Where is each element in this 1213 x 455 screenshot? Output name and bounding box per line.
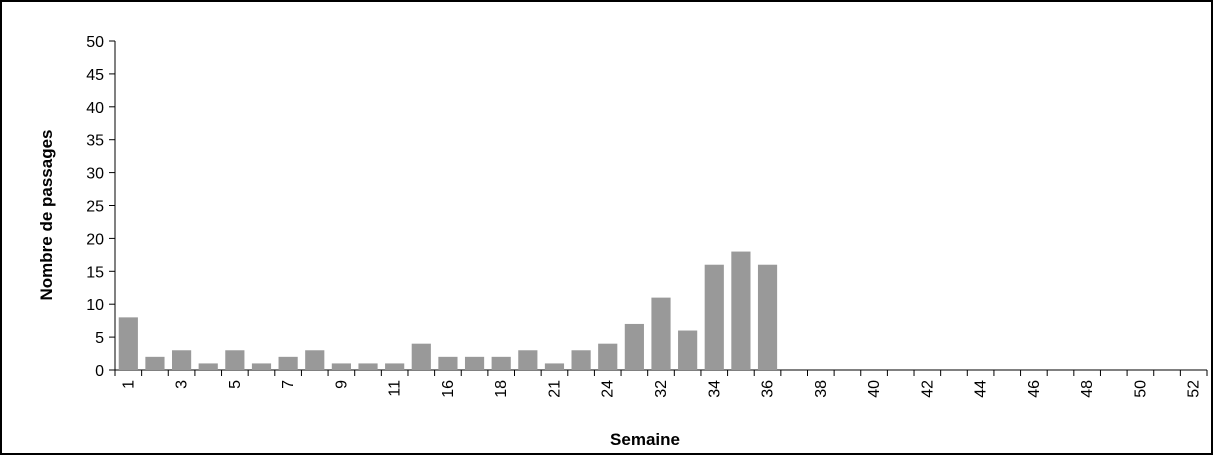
bar — [598, 343, 618, 370]
bar — [491, 356, 511, 370]
x-tick-label: 18 — [493, 380, 510, 398]
x-tick-label: 48 — [1079, 380, 1096, 398]
x-tick-label: 32 — [653, 380, 670, 398]
x-tick-label: 16 — [440, 380, 457, 398]
bar — [464, 356, 485, 370]
bar — [757, 264, 778, 370]
y-tick-label: 0 — [95, 363, 104, 380]
y-tick-label: 40 — [86, 100, 104, 117]
y-tick-label: 45 — [86, 67, 104, 84]
y-tick-label: 20 — [86, 231, 104, 248]
bar — [438, 356, 458, 370]
y-tick-label: 50 — [86, 34, 104, 51]
bar — [118, 317, 138, 370]
y-tick-label: 25 — [86, 199, 104, 216]
x-tick-label: 24 — [600, 380, 617, 398]
x-tick-label: 40 — [866, 380, 883, 398]
bar — [251, 363, 272, 370]
x-tick-label: 3 — [174, 380, 191, 389]
x-tick-label: 46 — [1026, 380, 1043, 398]
x-tick-label: 9 — [333, 380, 350, 389]
x-tick-label: 7 — [280, 380, 297, 389]
x-tick-label: 52 — [1186, 380, 1203, 398]
y-axis-title: Nombre de passages — [37, 129, 56, 300]
bar — [385, 363, 405, 370]
bar — [518, 350, 538, 370]
x-tick-label: 50 — [1132, 380, 1149, 398]
bar — [171, 350, 192, 370]
bar — [731, 251, 751, 370]
bar — [678, 330, 698, 370]
bar — [358, 363, 378, 370]
bar — [331, 363, 351, 370]
bar — [305, 350, 325, 370]
bar — [544, 363, 565, 370]
bar — [651, 297, 671, 370]
bar — [704, 264, 724, 370]
x-tick-label: 21 — [546, 380, 563, 398]
x-tick-label: 34 — [706, 380, 723, 398]
bars — [118, 251, 778, 370]
bar — [225, 350, 245, 370]
bar — [198, 363, 218, 370]
y-tick-label: 35 — [86, 133, 104, 150]
y-tick-label: 15 — [86, 264, 104, 281]
y-axis: 0 5 10 15 20 25 30 35 40 45 50 — [86, 34, 116, 380]
x-tick-label: 11 — [387, 380, 404, 397]
bar — [624, 323, 644, 370]
y-tick-label: 30 — [86, 166, 104, 183]
x-tick-label: 36 — [760, 380, 777, 398]
x-axis: 1 3 5 7 9 11 16 18 21 24 32 34 36 38 40 42 44 46 48 50 52 — [114, 369, 1208, 398]
bar — [145, 356, 165, 370]
y-tick-label: 10 — [86, 297, 104, 314]
y-tick-label: 5 — [95, 330, 104, 347]
x-tick-label: 5 — [227, 380, 244, 389]
bar — [571, 350, 591, 370]
x-tick-label: 1 — [120, 380, 137, 389]
x-tick-label: 44 — [973, 380, 990, 398]
bar — [411, 343, 431, 370]
x-axis-title: Semaine — [610, 430, 680, 449]
x-tick-label: 38 — [813, 380, 830, 398]
x-tick-label: 42 — [919, 380, 936, 398]
bar — [278, 356, 298, 370]
